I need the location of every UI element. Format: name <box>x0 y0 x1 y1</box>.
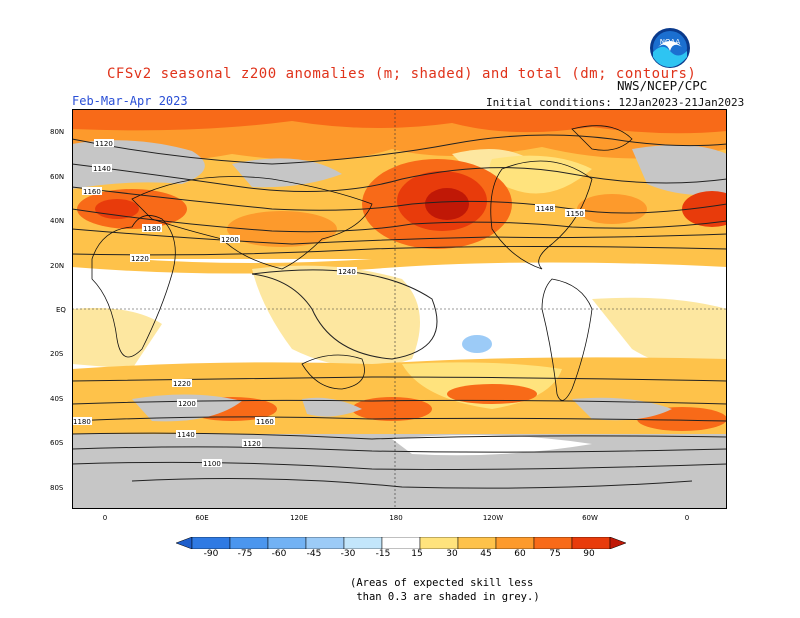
colorbar-cell <box>191 537 231 549</box>
contour-label: 1120 <box>95 140 113 148</box>
lat-label: 60S <box>50 439 64 447</box>
colorbar-label: -45 <box>306 549 322 559</box>
colorbar-label: 45 <box>480 549 492 559</box>
colorbar-cell <box>533 537 573 549</box>
lon-label: 60W <box>582 514 598 522</box>
contour-label: 1140 <box>177 431 195 439</box>
colorbar-cell <box>571 537 611 549</box>
contour-label: 1140 <box>93 165 111 173</box>
colorbar-label: -75 <box>237 549 253 559</box>
contour-label: 1100 <box>203 460 221 468</box>
skill-note: (Areas of expected skill less than 0.3 a… <box>350 577 540 603</box>
colorbar-cell <box>305 537 345 549</box>
contour-label: 1200 <box>178 400 196 408</box>
forecast-period: Feb-Mar-Apr 2023 <box>72 94 188 108</box>
colorbar-label: 30 <box>446 549 458 559</box>
lat-label: 20N <box>50 262 65 270</box>
lon-label: 180 <box>389 514 403 522</box>
contour-label: 1160 <box>256 418 274 426</box>
lat-label: EQ <box>56 306 66 314</box>
lat-label: 80S <box>50 484 64 492</box>
colorbar-label: 15 <box>411 549 423 559</box>
chart-title: CFSv2 seasonal z200 anomalies (m; shaded… <box>107 66 697 82</box>
noaa-logo-icon: NOAA <box>650 28 690 68</box>
contour-label: 1220 <box>173 380 191 388</box>
lon-label: 120W <box>482 514 504 522</box>
lon-label: 0 <box>684 514 690 522</box>
lat-label: 40S <box>50 395 64 403</box>
colorbar-cell <box>267 537 307 549</box>
anomaly-map: 1120 1140 1160 1180 1200 1220 1240 1220 … <box>72 109 727 509</box>
colorbar-arrow-right <box>609 537 626 549</box>
colorbar-label: 60 <box>514 549 526 559</box>
contour-label: 1120 <box>243 440 261 448</box>
contour-label: 1160 <box>83 188 101 196</box>
colorbar-label: 75 <box>549 549 561 559</box>
colorbar-cell <box>229 537 269 549</box>
logo-text: NOAA <box>660 38 681 46</box>
contour-label: 1180 <box>73 418 91 426</box>
lon-label: 0 <box>102 514 108 522</box>
colorbar-cell <box>381 537 421 549</box>
colorbar-arrow-left <box>176 537 193 549</box>
contour-label: 1180 <box>143 225 161 233</box>
colorbar <box>176 537 626 549</box>
colorbar-label: -90 <box>203 549 219 559</box>
colorbar-label: -30 <box>340 549 356 559</box>
lon-label: 120E <box>290 514 308 522</box>
lat-label: 20S <box>50 350 64 358</box>
agency-label: NWS/NCEP/CPC <box>617 78 708 93</box>
initial-conditions: Initial conditions: 12Jan2023-21Jan2023 <box>486 96 745 109</box>
contour-label: 1220 <box>131 255 149 263</box>
contour-label: 1150 <box>566 210 584 218</box>
contour-label: 1240 <box>338 268 356 276</box>
lat-label: 60N <box>50 173 65 181</box>
colorbar-label: -15 <box>375 549 391 559</box>
colorbar-cell <box>343 537 383 549</box>
contour-label: 1200 <box>221 236 239 244</box>
lat-label: 80N <box>50 128 65 136</box>
colorbar-label: -60 <box>271 549 287 559</box>
lon-label: 60E <box>195 514 209 522</box>
colorbar-cell <box>457 537 497 549</box>
lat-label: 40N <box>50 217 65 225</box>
colorbar-label: 90 <box>583 549 595 559</box>
colorbar-cell <box>495 537 535 549</box>
contour-label: 1148 <box>536 205 554 213</box>
colorbar-cell <box>419 537 459 549</box>
